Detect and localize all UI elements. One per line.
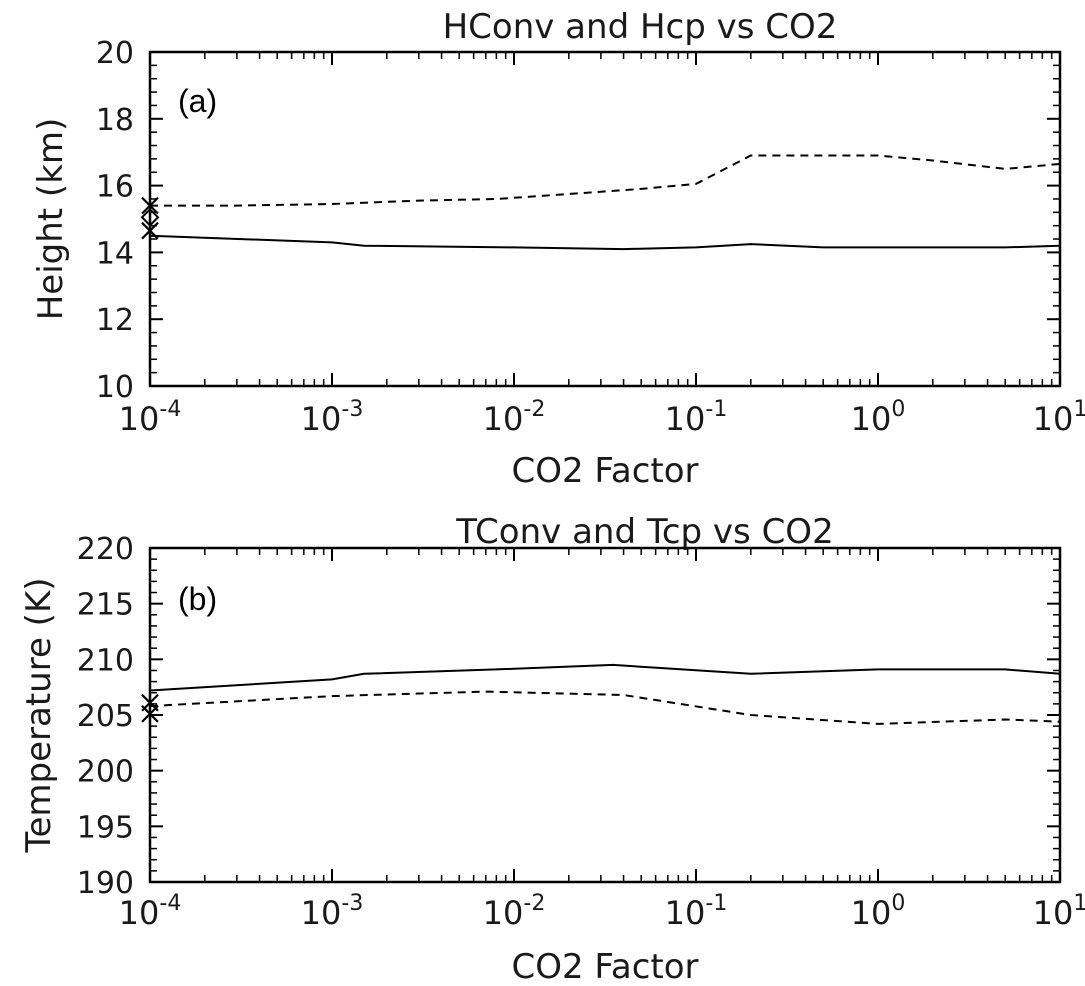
x-tick-label: 10-1 [665, 891, 728, 932]
y-tick-label: 12 [96, 303, 134, 338]
x-tick-label: 100 [851, 891, 906, 932]
x-tick-exponent: 0 [891, 891, 905, 916]
solid-series-line [150, 236, 1060, 249]
x-tick-exponent: 1 [1073, 891, 1085, 916]
y-tick-label: 210 [77, 643, 134, 678]
panel-label: (a) [178, 83, 217, 119]
x-tick-exponent: -2 [523, 397, 545, 422]
x-tick-label: 100 [851, 397, 906, 438]
plot-frame [150, 548, 1060, 882]
x-tick-exponent: -4 [159, 891, 181, 916]
solid-series-line [150, 665, 1060, 691]
chart-title: HConv and Hcp vs CO2 [443, 7, 838, 47]
x-tick-label: 10-1 [665, 397, 728, 438]
x-tick-base: 10 [301, 400, 342, 438]
y-tick-label: 220 [77, 532, 134, 567]
x-tick-label: 101 [1033, 891, 1085, 932]
x-tick-exponent: -3 [341, 891, 363, 916]
x-tick-label: 10-2 [483, 397, 546, 438]
dashed-series-line [150, 156, 1060, 206]
y-tick-label: 18 [96, 103, 134, 138]
x-tick-label: 101 [1033, 397, 1085, 438]
x-tick-base: 10 [851, 400, 892, 438]
y-tick-label: 20 [96, 36, 134, 71]
x-tick-exponent: -1 [705, 891, 727, 916]
y-tick-label: 14 [96, 236, 134, 271]
x-tick-base: 10 [1033, 894, 1074, 932]
x-tick-base: 10 [483, 400, 524, 438]
x-axis-label: CO2 Factor [511, 451, 698, 491]
x-tick-label: 10-3 [301, 891, 364, 932]
x-tick-exponent: -1 [705, 397, 727, 422]
x-tick-base: 10 [301, 894, 342, 932]
x-tick-exponent: 1 [1073, 397, 1085, 422]
y-tick-label: 195 [77, 810, 134, 845]
x-tick-base: 10 [119, 400, 160, 438]
x-tick-label: 10-3 [301, 397, 364, 438]
x-tick-base: 10 [665, 400, 706, 438]
chart-title: TConv and Tcp vs CO2 [455, 512, 833, 552]
y-axis-label: Height (km) [31, 118, 71, 321]
y-tick-label: 200 [77, 755, 134, 790]
y-tick-label: 215 [77, 588, 134, 623]
x-tick-base: 10 [1033, 400, 1074, 438]
y-tick-label: 16 [96, 170, 134, 205]
y-tick-label: 205 [77, 699, 134, 734]
dashed-series-line [150, 692, 1060, 724]
y-tick-label: 10 [96, 370, 134, 405]
x-tick-exponent: -3 [341, 397, 363, 422]
x-tick-base: 10 [665, 894, 706, 932]
y-tick-label: 190 [77, 866, 134, 901]
x-tick-exponent: 0 [891, 397, 905, 422]
x-tick-base: 10 [483, 894, 524, 932]
x-tick-label: 10-2 [483, 891, 546, 932]
x-tick-exponent: -4 [159, 397, 181, 422]
x-axis-label: CO2 Factor [511, 947, 698, 986]
x-tick-exponent: -2 [523, 891, 545, 916]
panel-label: (b) [178, 581, 217, 617]
plot-frame [150, 52, 1060, 386]
y-axis-label: Temperature (K) [19, 577, 59, 853]
x-tick-base: 10 [851, 894, 892, 932]
